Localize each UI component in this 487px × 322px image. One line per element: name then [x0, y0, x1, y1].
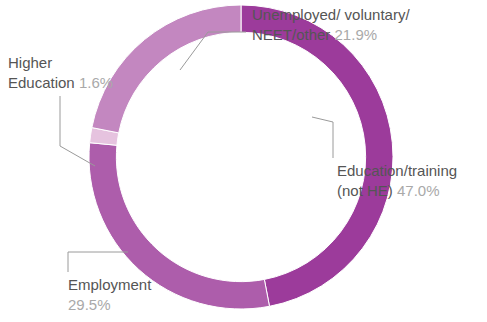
svg-text:Employment29.5%: Employment29.5% — [68, 276, 152, 313]
svg-text:Unemployed/ voluntary/NEET/oth: Unemployed/ voluntary/NEET/other 21.9% — [252, 6, 410, 43]
svg-text:HigherEducation 1.6%: HigherEducation 1.6% — [8, 54, 113, 91]
svg-text:Education/training(not HE) 47.: Education/training(not HE) 47.0% — [337, 162, 457, 199]
